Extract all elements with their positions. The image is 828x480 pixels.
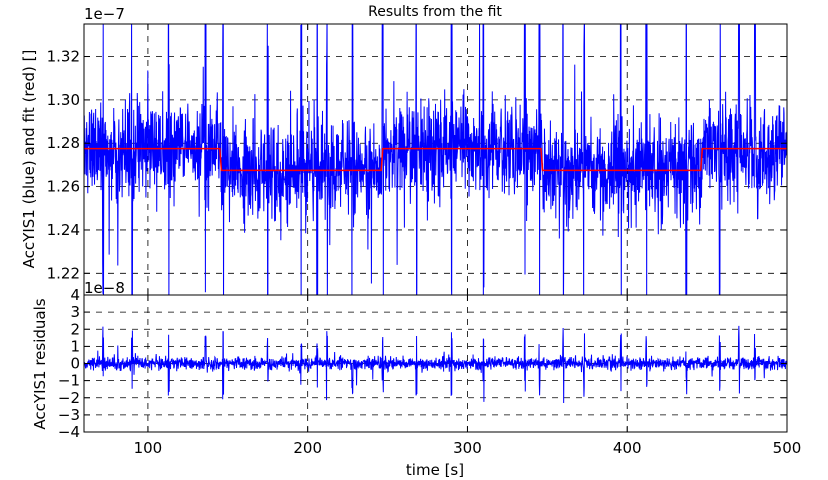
x-tick-label: 500 [773,439,802,457]
x-tick-label: 100 [134,439,163,457]
fit-y-tick-label: 1.26 [47,178,80,196]
residuals-y-axis-label: AccYIS1 residuals [31,298,49,429]
residuals-series [84,325,787,403]
fit-offset-label: 1e−7 [84,5,125,23]
fit-series [84,147,787,172]
residuals-y-tick-label: −3 [58,406,80,424]
x-tick-label: 200 [293,439,322,457]
x-tick-label: 400 [613,439,642,457]
fit-y-tick-label: 1.32 [47,48,80,66]
residuals-y-tick-label: −4 [58,423,80,441]
fit-panel: 1.22 1.24 1.26 1.28 1.30 1.32 Results from th… [20,4,788,296]
chart-title: Results from the fit [368,4,502,20]
accyis1-series [84,24,787,295]
x-tick-label: 300 [453,439,482,457]
accyis1-line [84,24,787,295]
fit-y-tick-label: 1.28 [47,134,80,152]
fit-line [84,147,787,172]
fit-y-tick-label: 1.22 [47,264,80,282]
residuals-y-tick-label: 1 [70,337,80,355]
fit-y-axis-label: AccYIS1 (blue) and fit (red) [] [20,50,38,269]
residuals-y-tick-label: 0 [70,355,80,373]
residuals-offset-label: 1e−8 [84,279,125,297]
residuals-y-tick-label: −2 [58,389,80,407]
residuals-y-tick-label: 2 [70,320,80,338]
residuals-y-tick-label: 4 [70,286,80,304]
fit-y-tick-label: 1.30 [47,91,80,109]
fit-y-tick-label: 1.24 [47,221,80,239]
fit-panel-ticks: 1.22 1.24 1.26 1.28 1.30 1.32 [47,24,788,295]
residuals-line [84,325,787,403]
residuals-y-tick-label: −1 [58,372,80,390]
x-axis-label: time [s] [406,461,464,479]
residuals-y-tick-label: 3 [70,303,80,321]
